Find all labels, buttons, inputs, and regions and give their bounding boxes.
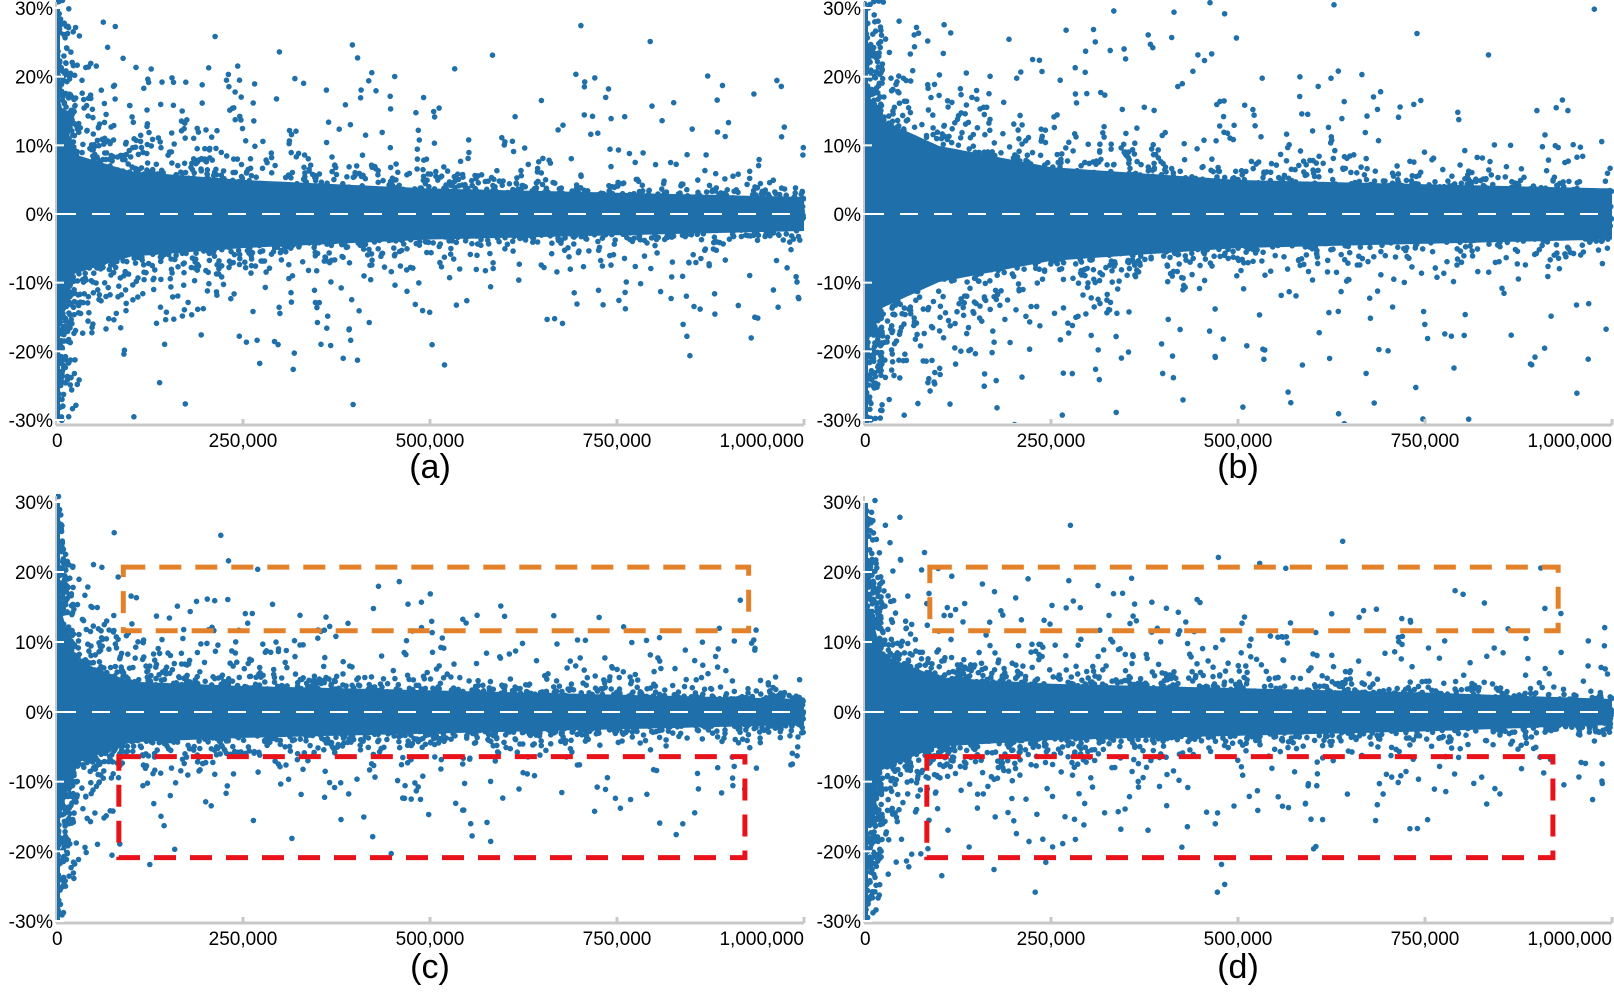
x-tick-label: 250,000	[1017, 929, 1086, 950]
scatter-panel-d: 30% 20% 10% 0% -10% -20% -30%0 250,000 500,000 75…	[817, 462, 1614, 986]
scatter-panel-b: 30%20%10%0%-10%-20%-30%0 250,000 500,000 75…	[817, 0, 1614, 574]
scatter-points	[861, 0, 1614, 574]
data-points	[53, 477, 806, 956]
y-tick-label: 10%	[15, 136, 53, 157]
x-tick-label: 750,000	[1391, 431, 1460, 452]
y-tick-label: 0%	[834, 703, 862, 724]
orange-highlight-box	[123, 567, 748, 631]
x-tick-label: 1,000,000	[719, 431, 804, 452]
y-tick-label: 20%	[15, 68, 53, 89]
x-tick-label: 1,000,000	[719, 929, 804, 950]
x-tick-label: 250,000	[209, 929, 278, 950]
y-tick-label: 30%	[823, 493, 861, 514]
y-tick-label: 10%	[823, 136, 861, 157]
x-tick-label: 0	[860, 431, 871, 452]
y-tick-label: 10%	[15, 633, 53, 654]
panel-label: (a)	[409, 448, 451, 486]
x-tick-label: 500,000	[1204, 929, 1273, 950]
panel-label: (c)	[410, 948, 450, 986]
x-tick-label: 0	[860, 929, 871, 950]
x-tick-label: 1,000,000	[1527, 431, 1612, 452]
y-tick-label: 0%	[26, 205, 54, 226]
y-tick-label: 30%	[15, 493, 53, 514]
x-tick-label: 750,000	[583, 431, 652, 452]
x-tick-label: 0	[52, 431, 63, 452]
y-tick-label: 20%	[823, 563, 861, 584]
y-tick-label: -10%	[817, 773, 861, 794]
y-tick-label: -30%	[817, 912, 861, 933]
data-points	[861, 462, 1614, 979]
x-tick-label: 750,000	[583, 929, 652, 950]
y-tick-label: 30%	[823, 0, 861, 20]
y-tick-label: 30%	[15, 0, 53, 20]
y-tick-label: -10%	[817, 274, 861, 295]
y-tick-label: 0%	[26, 703, 54, 724]
y-tick-label: -10%	[9, 773, 53, 794]
x-tick-label: 250,000	[209, 431, 278, 452]
y-tick-label: -20%	[817, 842, 861, 863]
y-tick-label: 20%	[823, 68, 861, 89]
y-tick-label: -20%	[817, 342, 861, 363]
x-tick-label: 750,000	[1391, 929, 1460, 950]
panel-label: (d)	[1217, 948, 1259, 986]
x-tick-label: 500,000	[396, 929, 465, 950]
y-tick-label: 0%	[834, 205, 862, 226]
red-highlight-box	[927, 757, 1553, 858]
y-tick-label: -30%	[9, 411, 53, 432]
x-tick-label: 250,000	[1017, 431, 1086, 452]
x-tick-label: 1,000,000	[1527, 929, 1612, 950]
x-tick-label: 0	[52, 929, 63, 950]
scatter-panel-c: 30% 20% 10% 0% -10% -20% -30%0 250,000 500,000 75…	[9, 477, 807, 986]
y-tick-label: -20%	[9, 842, 53, 863]
y-tick-label: -10%	[9, 274, 53, 295]
y-tick-label: -30%	[9, 912, 53, 933]
scatter-panel-a: 30%20%10%0%-10%-20%-30%0 250,000 500,000 75…	[9, 0, 807, 569]
y-tick-label: 10%	[823, 633, 861, 654]
y-tick-label: -30%	[817, 411, 861, 432]
y-tick-label: 20%	[15, 563, 53, 584]
data-points	[861, 0, 1614, 574]
y-tick-label: -20%	[9, 342, 53, 363]
panel-label: (b)	[1217, 448, 1259, 486]
